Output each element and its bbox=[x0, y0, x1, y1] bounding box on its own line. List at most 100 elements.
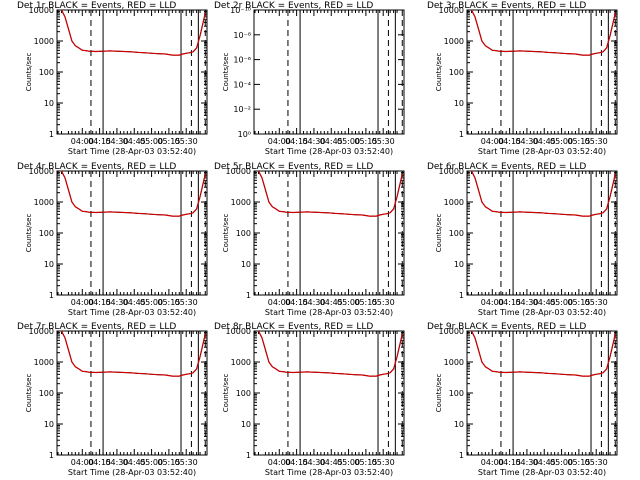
series-lld-line bbox=[60, 170, 206, 217]
y-tick-label: 100 bbox=[39, 68, 54, 77]
x-tick-label: 05:00 bbox=[337, 137, 360, 146]
panel-title: Det 4r BLACK = Events, RED = LLD bbox=[17, 162, 176, 172]
x-tick-label: 04:30 bbox=[302, 137, 325, 146]
x-axis-label: Start Time (28-Apr-03 03:52:40) bbox=[478, 147, 606, 156]
x-tick-label: 04:45 bbox=[533, 458, 556, 467]
x-tick-label: 04:00 bbox=[268, 458, 291, 467]
y-tick-label: 100 bbox=[39, 389, 54, 398]
series-lld-line bbox=[60, 330, 206, 377]
x-tick-label: 05:15 bbox=[567, 458, 590, 467]
panel-title: Det 2r BLACK = Events, RED = LLD bbox=[214, 1, 373, 11]
y-tick-label: 1000 bbox=[34, 198, 54, 207]
y-tick-label: 10000 bbox=[226, 167, 251, 176]
detector-panel-3: Det 3r BLACK = Events, RED = LLD 1 10 100 10… bbox=[427, 1, 618, 156]
y-tick-label: 100 bbox=[449, 68, 464, 77]
y-tick-label: 10000 bbox=[439, 327, 464, 336]
x-tick-label: 05:30 bbox=[372, 298, 395, 307]
x-tick-label: 04:30 bbox=[105, 458, 128, 467]
x-tick-label: 05:30 bbox=[372, 137, 395, 146]
panel-title: Det 5r BLACK = Events, RED = LLD bbox=[214, 162, 373, 172]
y-tick-label: 1 bbox=[459, 451, 464, 460]
y-tick-label: 10⁻⁴ bbox=[233, 80, 251, 89]
x-tick-label: 05:00 bbox=[337, 298, 360, 307]
x-tick-label: 04:30 bbox=[515, 137, 538, 146]
x-axis-label: Start Time (28-Apr-03 03:52:40) bbox=[478, 308, 606, 317]
y-tick-label: 10 bbox=[454, 260, 464, 269]
x-tick-label: 04:00 bbox=[268, 298, 291, 307]
x-tick-label: 04:45 bbox=[123, 137, 146, 146]
series-lld-line bbox=[470, 9, 616, 56]
x-axis-label: Start Time (28-Apr-03 03:52:40) bbox=[68, 147, 196, 156]
y-tick-label: 10000 bbox=[29, 6, 54, 15]
x-tick-label: 05:15 bbox=[157, 298, 180, 307]
y-tick-label: 10⁰ bbox=[238, 130, 251, 139]
y-tick-label: 10 bbox=[44, 99, 54, 108]
y-tick-label: 10 bbox=[454, 420, 464, 429]
y-tick-label: 1000 bbox=[231, 198, 251, 207]
plot-frame bbox=[466, 330, 618, 456]
series-lld-line bbox=[257, 330, 403, 377]
y-tick-label: 10000 bbox=[29, 167, 54, 176]
x-tick-label: 05:00 bbox=[140, 137, 163, 146]
x-tick-label: 04:15 bbox=[498, 298, 521, 307]
x-tick-label: 05:15 bbox=[354, 137, 377, 146]
x-tick-label: 05:15 bbox=[354, 458, 377, 467]
x-tick-label: 04:15 bbox=[88, 458, 111, 467]
x-tick-label: 05:30 bbox=[585, 458, 608, 467]
y-tick-label: 10⁻⁶ bbox=[233, 56, 251, 65]
panel-title: Det 9r BLACK = Events, RED = LLD bbox=[427, 322, 586, 332]
series-lld-line bbox=[257, 170, 403, 217]
y-tick-label: 100 bbox=[236, 389, 251, 398]
x-tick-label: 05:30 bbox=[175, 137, 198, 146]
y-tick-label: 10 bbox=[454, 99, 464, 108]
y-tick-label: 1000 bbox=[444, 37, 464, 46]
detector-panel-2: Det 2r BLACK = Events, RED = LLD 10⁰ 10⁻² 1… bbox=[214, 1, 405, 156]
x-tick-label: 04:45 bbox=[533, 137, 556, 146]
panel-title: Det 3r BLACK = Events, RED = LLD bbox=[427, 1, 586, 11]
y-axis-label: Counts/sec bbox=[222, 53, 230, 92]
plot-frame bbox=[466, 9, 618, 135]
x-tick-label: 05:30 bbox=[585, 298, 608, 307]
series-events-line bbox=[61, 330, 206, 377]
series-events-line bbox=[471, 9, 616, 56]
x-tick-label: 05:00 bbox=[337, 458, 360, 467]
x-tick-label: 05:00 bbox=[550, 137, 573, 146]
y-axis-label: Counts/sec bbox=[222, 374, 230, 413]
y-tick-label: 1 bbox=[246, 451, 251, 460]
y-axis-label: Counts/sec bbox=[25, 53, 33, 92]
panel-title: Det 7r BLACK = Events, RED = LLD bbox=[17, 322, 176, 332]
plot-frame bbox=[253, 330, 405, 456]
y-tick-label: 10 bbox=[44, 420, 54, 429]
y-tick-label: 10 bbox=[44, 260, 54, 269]
x-tick-label: 05:00 bbox=[550, 298, 573, 307]
x-tick-label: 04:30 bbox=[302, 298, 325, 307]
y-tick-label: 100 bbox=[236, 229, 251, 238]
y-tick-label: 1 bbox=[49, 130, 54, 139]
x-tick-label: 04:00 bbox=[481, 298, 504, 307]
series-events-line bbox=[61, 170, 206, 217]
x-tick-label: 05:00 bbox=[550, 458, 573, 467]
y-axis-label: Counts/sec bbox=[435, 214, 443, 253]
plot-frame bbox=[253, 170, 405, 296]
y-tick-label: 1000 bbox=[34, 37, 54, 46]
y-tick-label: 100 bbox=[449, 389, 464, 398]
x-tick-label: 05:30 bbox=[372, 458, 395, 467]
detector-panel-7: Det 7r BLACK = Events, RED = LLD 1 10 100 10… bbox=[17, 322, 208, 477]
plot-frame bbox=[56, 9, 208, 135]
x-tick-label: 05:30 bbox=[175, 298, 198, 307]
x-tick-label: 04:15 bbox=[88, 298, 111, 307]
x-axis-label: Start Time (28-Apr-03 03:52:40) bbox=[265, 308, 393, 317]
y-axis-label: Counts/sec bbox=[25, 214, 33, 253]
series-events-line bbox=[471, 170, 616, 217]
series-lld-line bbox=[470, 170, 616, 217]
x-tick-label: 04:00 bbox=[71, 298, 94, 307]
detector-panel-5: Det 5r BLACK = Events, RED = LLD 1 10 100 10… bbox=[214, 162, 405, 317]
y-tick-label: 1 bbox=[49, 291, 54, 300]
detector-panel-8: Det 8r BLACK = Events, RED = LLD 1 10 100 10… bbox=[214, 322, 405, 477]
x-tick-label: 04:15 bbox=[285, 137, 308, 146]
series-events-line bbox=[258, 170, 403, 217]
x-axis-label: Start Time (28-Apr-03 03:52:40) bbox=[265, 147, 393, 156]
plot-frame bbox=[253, 9, 405, 135]
x-tick-label: 05:15 bbox=[157, 137, 180, 146]
